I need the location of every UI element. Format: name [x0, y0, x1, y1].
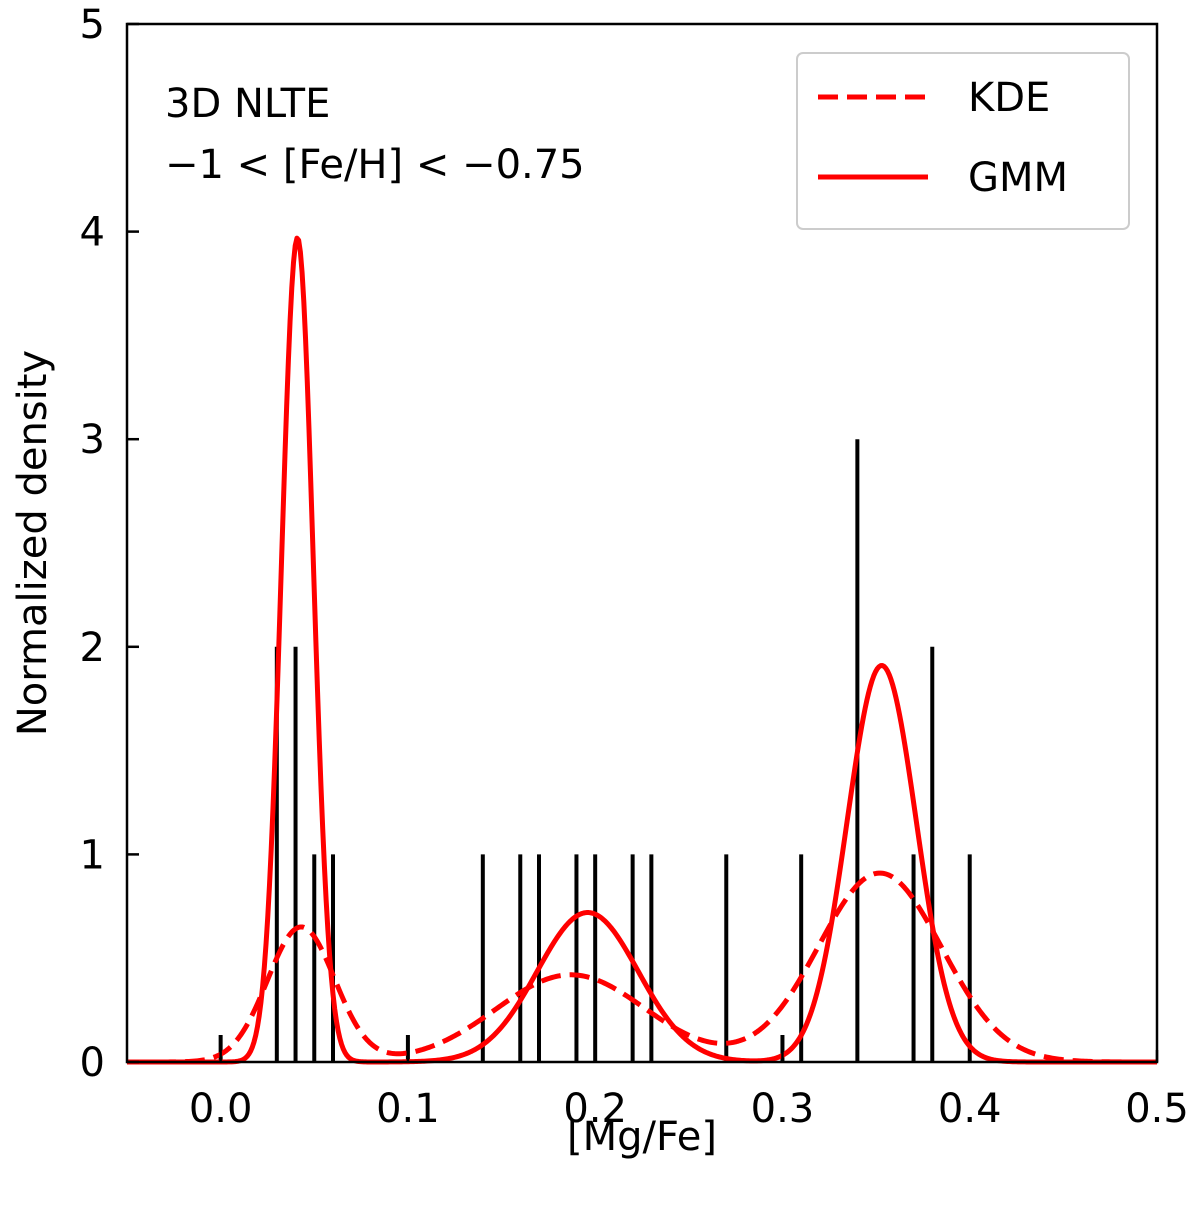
- y-axis-label: Normalized density: [10, 350, 56, 736]
- y-tick-label: 5: [80, 2, 105, 48]
- axis-ticks: 0.0 0.1 0.2 0.3 0.4 0.5 0 1 2 3 4 5: [80, 2, 1189, 1132]
- series-gmm-line: [126, 235, 1158, 1065]
- x-tick-label: 0.5: [1125, 1086, 1189, 1132]
- legend: KDE GMM: [796, 52, 1130, 230]
- y-tick-label: 1: [80, 832, 105, 878]
- annotation-line-1: 3D NLTE: [165, 81, 330, 127]
- plot-frame: [125, 22, 1159, 1064]
- y-tick-label: 0: [80, 1040, 105, 1086]
- x-axis-label: [Mg/Fe]: [567, 1114, 717, 1160]
- x-tick-label: 0.4: [938, 1086, 1002, 1132]
- legend-label-gmm: GMM: [968, 155, 1068, 201]
- x-tick-label: 0.1: [376, 1086, 440, 1132]
- legend-label-kde: KDE: [968, 75, 1050, 121]
- y-tick-label: 2: [80, 625, 105, 671]
- y-tick-label: 3: [80, 417, 105, 463]
- annotation-line-2: −1 < [Fe/H] < −0.75: [165, 142, 585, 188]
- series-kde-line: [126, 870, 1158, 1065]
- x-tick-label: 0.3: [751, 1086, 815, 1132]
- y-tick-label: 4: [80, 210, 105, 256]
- x-tick-label: 0.0: [189, 1086, 253, 1132]
- legend-box: [796, 52, 1130, 230]
- density-curves: [126, 235, 1158, 1065]
- x-tick-label: 0.2: [563, 1086, 627, 1132]
